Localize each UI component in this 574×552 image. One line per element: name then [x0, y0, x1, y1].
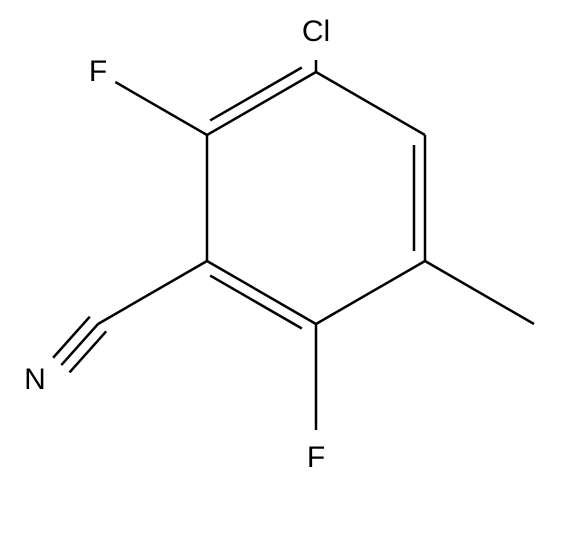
- atom-label-f: F: [89, 55, 107, 89]
- atom-label-n: N: [24, 363, 46, 397]
- molecule-canvas: F Cl F N: [0, 0, 574, 552]
- atom-label-f: F: [307, 441, 325, 475]
- atom-label-cl: Cl: [302, 15, 330, 49]
- bond-svg: [0, 0, 574, 552]
